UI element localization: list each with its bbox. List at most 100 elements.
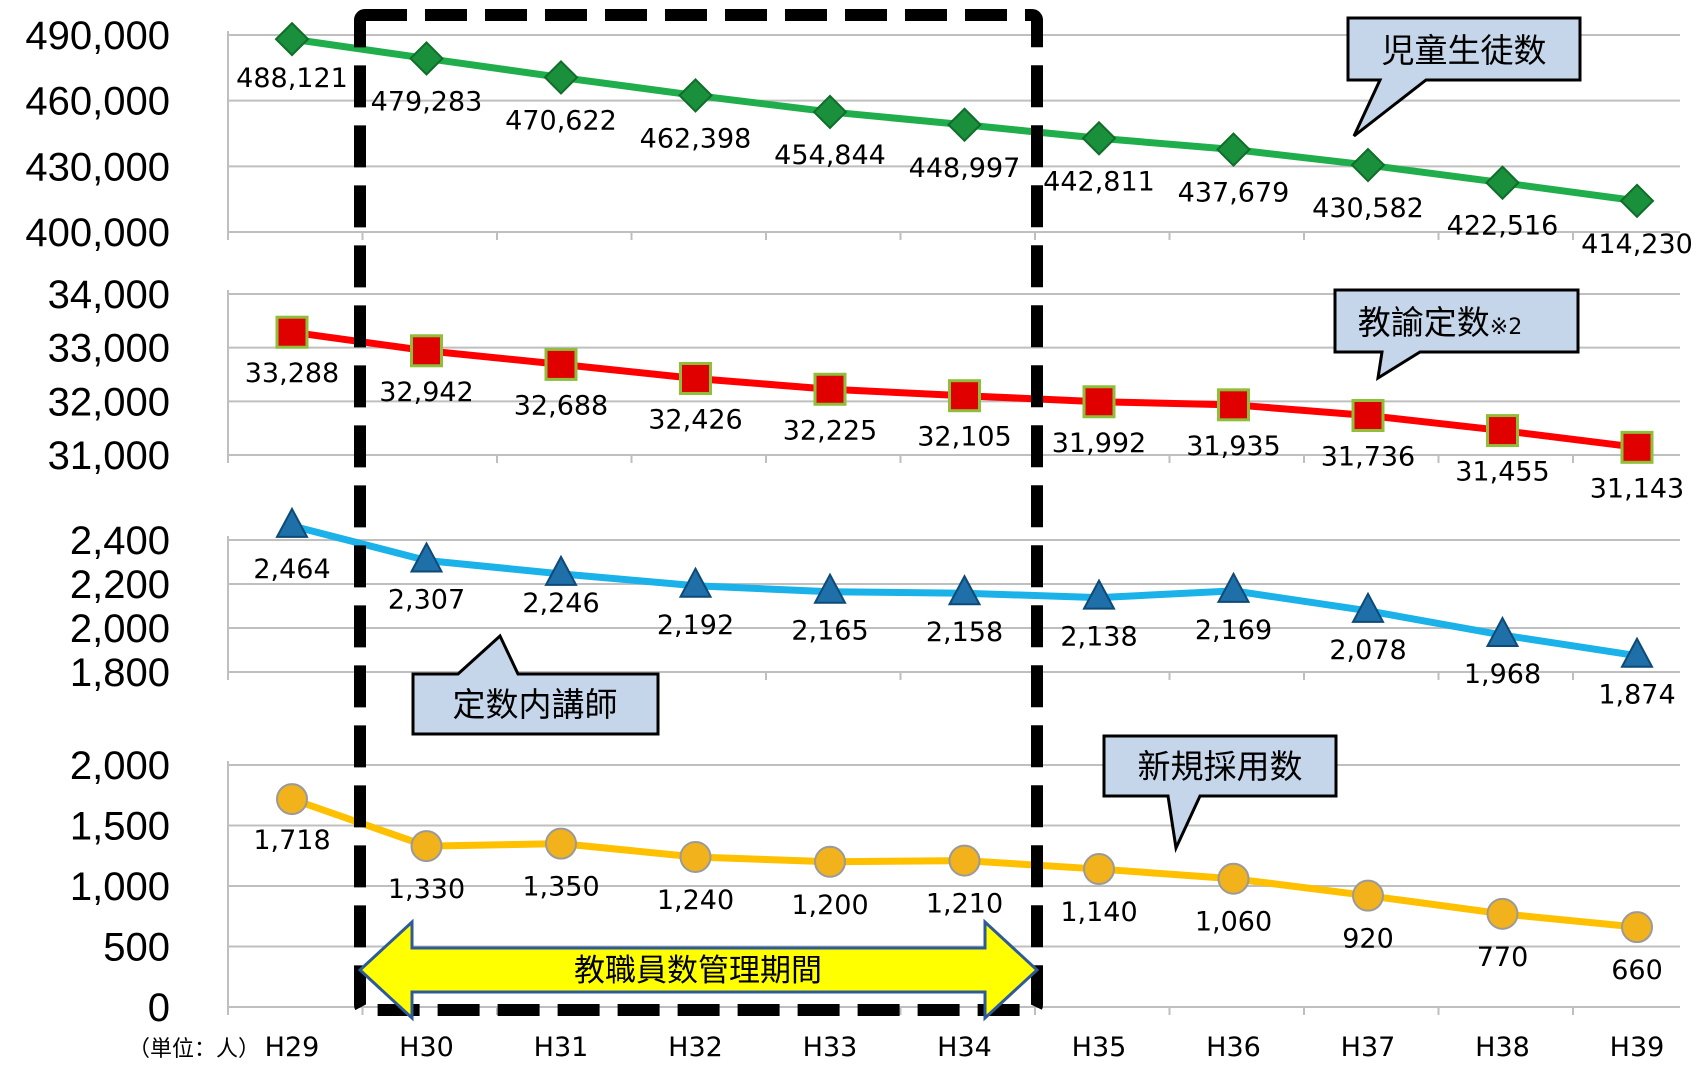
data-point-3-1	[410, 830, 443, 863]
data-point-3-2	[545, 827, 577, 860]
data-label-0-10: 414,230	[1581, 229, 1693, 260]
data-point-1-7	[1217, 388, 1250, 422]
data-label-1-10: 31,143	[1590, 473, 1684, 504]
data-point-0-5	[947, 107, 982, 143]
x-tick-label: H33	[803, 1032, 858, 1063]
data-point-2-0	[275, 506, 309, 538]
data-label-3-3: 1,240	[657, 885, 734, 916]
data-label-1-0: 33,288	[245, 358, 339, 389]
label-layer: 488,121 479,283 470,622 462,398 454,844 448,9…	[236, 63, 1693, 986]
data-point-3-9	[1486, 897, 1519, 930]
x-tick-label: H29	[265, 1032, 320, 1063]
data-label-3-10: 660	[1611, 955, 1663, 986]
data-label-3-1: 1,330	[388, 874, 465, 905]
data-label-3-8: 920	[1342, 924, 1394, 955]
data-label-1-1: 32,942	[379, 377, 473, 408]
callout-teachers: 教諭定数※2	[1333, 288, 1580, 381]
data-label-1-2: 32,688	[514, 390, 608, 421]
svg-text:新規採用数: 新規採用数	[1138, 747, 1303, 786]
svg-text:児童生徒数: 児童生徒数	[1382, 31, 1547, 70]
data-point-2-5	[947, 574, 982, 606]
panel-1-y-tick-label: 33,000	[48, 327, 170, 371]
data-label-0-7: 437,679	[1178, 178, 1290, 209]
data-point-2-3	[678, 566, 713, 598]
data-label-3-0: 1,718	[253, 825, 330, 856]
data-label-3-7: 1,060	[1195, 907, 1272, 938]
data-point-0-8	[1350, 147, 1386, 183]
data-point-1-3	[679, 361, 712, 395]
panel-2-y-tick-label: 1,800	[70, 651, 170, 695]
management-period-label: 教職員数管理期間	[574, 953, 822, 989]
data-point-3-4	[814, 845, 846, 878]
data-label-3-6: 1,140	[1060, 897, 1137, 928]
x-tick-label: H31	[534, 1032, 589, 1063]
data-point-0-6	[1081, 120, 1117, 156]
x-tick-label: H32	[668, 1032, 723, 1063]
panel-0-y-tick-label: 400,000	[25, 211, 170, 255]
data-point-3-7	[1217, 862, 1250, 895]
data-point-1-1	[410, 334, 443, 368]
data-point-1-9	[1486, 414, 1519, 448]
data-point-0-2	[543, 60, 579, 95]
data-point-0-9	[1485, 165, 1520, 201]
data-point-2-7	[1216, 571, 1251, 603]
data-label-0-3: 462,398	[640, 123, 752, 154]
panel-0-y-tick-label: 430,000	[25, 145, 170, 189]
data-point-2-2	[544, 554, 578, 586]
x-tick-label: H39	[1610, 1032, 1665, 1063]
data-label-2-1: 2,307	[388, 584, 465, 615]
data-label-2-9: 1,968	[1464, 659, 1541, 690]
data-label-0-0: 488,121	[236, 63, 348, 94]
x-tick-label: H38	[1475, 1032, 1530, 1063]
data-point-2-6	[1082, 578, 1116, 610]
data-point-0-0	[274, 21, 310, 57]
panel-3-y-tick-label: 500	[103, 926, 170, 970]
panel-3-y-tick-label: 0	[148, 986, 170, 1030]
data-label-1-6: 31,992	[1052, 428, 1146, 459]
svg-text:教諭定数※2: 教諭定数※2	[1358, 303, 1522, 342]
data-label-2-3: 2,192	[657, 610, 734, 641]
panel-1-y-tick-label: 32,000	[48, 380, 170, 424]
data-point-1-8	[1351, 399, 1385, 433]
data-label-1-3: 32,426	[648, 404, 742, 435]
data-point-2-10	[1620, 636, 1654, 668]
x-tick-label: H36	[1206, 1032, 1261, 1063]
data-label-0-4: 454,844	[774, 140, 886, 171]
x-tick-label: H35	[1072, 1032, 1127, 1063]
data-point-1-2	[544, 347, 578, 381]
data-label-1-8: 31,736	[1321, 442, 1415, 473]
data-point-2-1	[409, 541, 444, 573]
data-label-0-2: 470,622	[505, 105, 617, 136]
management-period-box	[354, 9, 1043, 1016]
data-label-1-5: 32,105	[917, 422, 1011, 453]
unit-label: （単位：人）	[128, 1037, 260, 1062]
data-point-2-4	[813, 572, 847, 604]
svg-text:定数内講師: 定数内講師	[453, 685, 618, 724]
data-label-1-7: 31,935	[1186, 431, 1280, 462]
data-point-1-6	[1082, 385, 1116, 419]
data-label-0-5: 448,997	[909, 153, 1021, 184]
data-point-0-1	[409, 41, 444, 76]
data-label-2-0: 2,464	[253, 554, 330, 585]
panel-1-y-tick-label: 34,000	[48, 273, 170, 317]
data-point-0-3	[678, 78, 713, 113]
data-point-3-5	[948, 844, 981, 877]
data-label-3-4: 1,200	[791, 890, 868, 921]
callout-students: 児童生徒数	[1346, 16, 1582, 138]
panel-1-y-tick-label: 31,000	[48, 434, 170, 478]
data-label-0-6: 442,811	[1043, 166, 1155, 197]
data-point-3-10	[1621, 911, 1653, 944]
data-point-1-0	[275, 315, 309, 349]
data-point-3-3	[679, 840, 712, 873]
data-point-1-4	[813, 372, 847, 406]
data-label-0-8: 430,582	[1312, 193, 1424, 224]
x-tick-label: H34	[937, 1032, 992, 1063]
callout-teachers-note: ※2	[1490, 315, 1522, 340]
data-label-1-9: 31,455	[1455, 457, 1549, 488]
overlay-layer: 教職員数管理期間 児童生徒数 教諭定数※2 定数内講師 新規採用数	[354, 9, 1582, 1022]
panel-3-y-tick-label: 1,000	[70, 865, 170, 909]
data-label-0-1: 479,283	[371, 86, 483, 117]
data-point-2-8	[1351, 591, 1385, 623]
callout-teachers-label: 教諭定数	[1358, 303, 1490, 342]
